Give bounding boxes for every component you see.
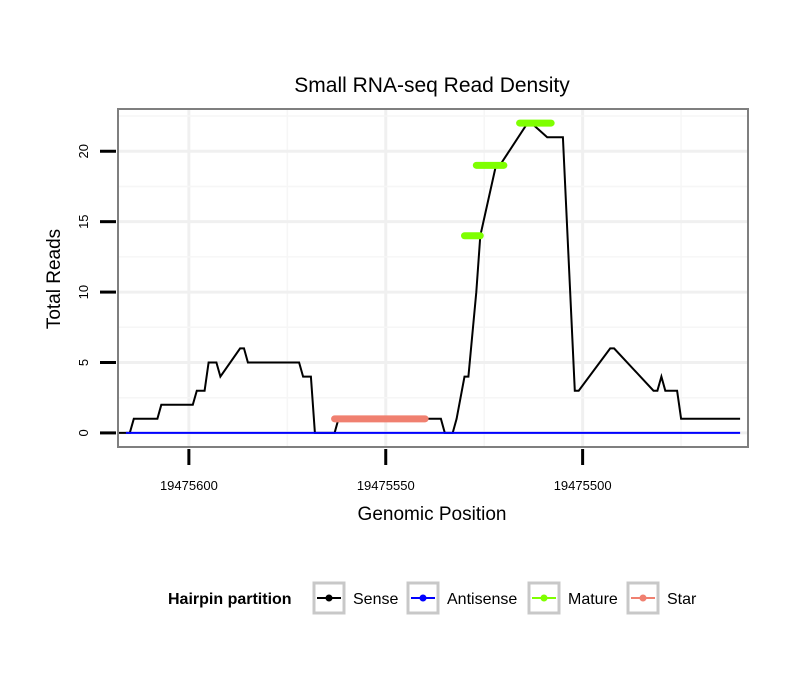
y-tick-label: 5 [76, 359, 91, 366]
series-line-sense [118, 122, 741, 434]
x-axis: 19475600 19475550 19475500 [160, 449, 612, 493]
legend-key-dot [325, 594, 333, 602]
y-axis-label: Total Reads [44, 229, 65, 329]
y-axis: 0 5 10 15 20 [76, 144, 116, 437]
plot-background [118, 109, 748, 447]
x-tick-label: 19475550 [357, 478, 415, 493]
legend-label-antisense: Antisense [447, 591, 517, 608]
legend-label-sense: Sense [353, 591, 398, 608]
x-tick-label: 19475600 [160, 478, 218, 493]
y-tick-label: 0 [76, 429, 91, 436]
legend-key-dot [419, 594, 427, 602]
legend: Hairpin partition Sense Antisense Mature St… [168, 581, 697, 615]
grid [118, 109, 748, 447]
legend-label-star: Star [667, 591, 697, 608]
y-tick-label: 10 [76, 285, 91, 299]
legend-label-mature: Mature [568, 591, 618, 608]
legend-key-dot [639, 594, 647, 602]
x-tick-label: 19475500 [554, 478, 612, 493]
y-tick-label: 20 [76, 144, 91, 158]
legend-title: Hairpin partition [168, 591, 292, 608]
marks [118, 119, 741, 434]
legend-key-dot [540, 594, 548, 602]
y-tick-label: 15 [76, 214, 91, 228]
chart-title: Small RNA-seq Read Density [294, 74, 570, 97]
x-axis-label: Genomic Position [358, 504, 507, 525]
plot-panel-border [117, 108, 749, 448]
